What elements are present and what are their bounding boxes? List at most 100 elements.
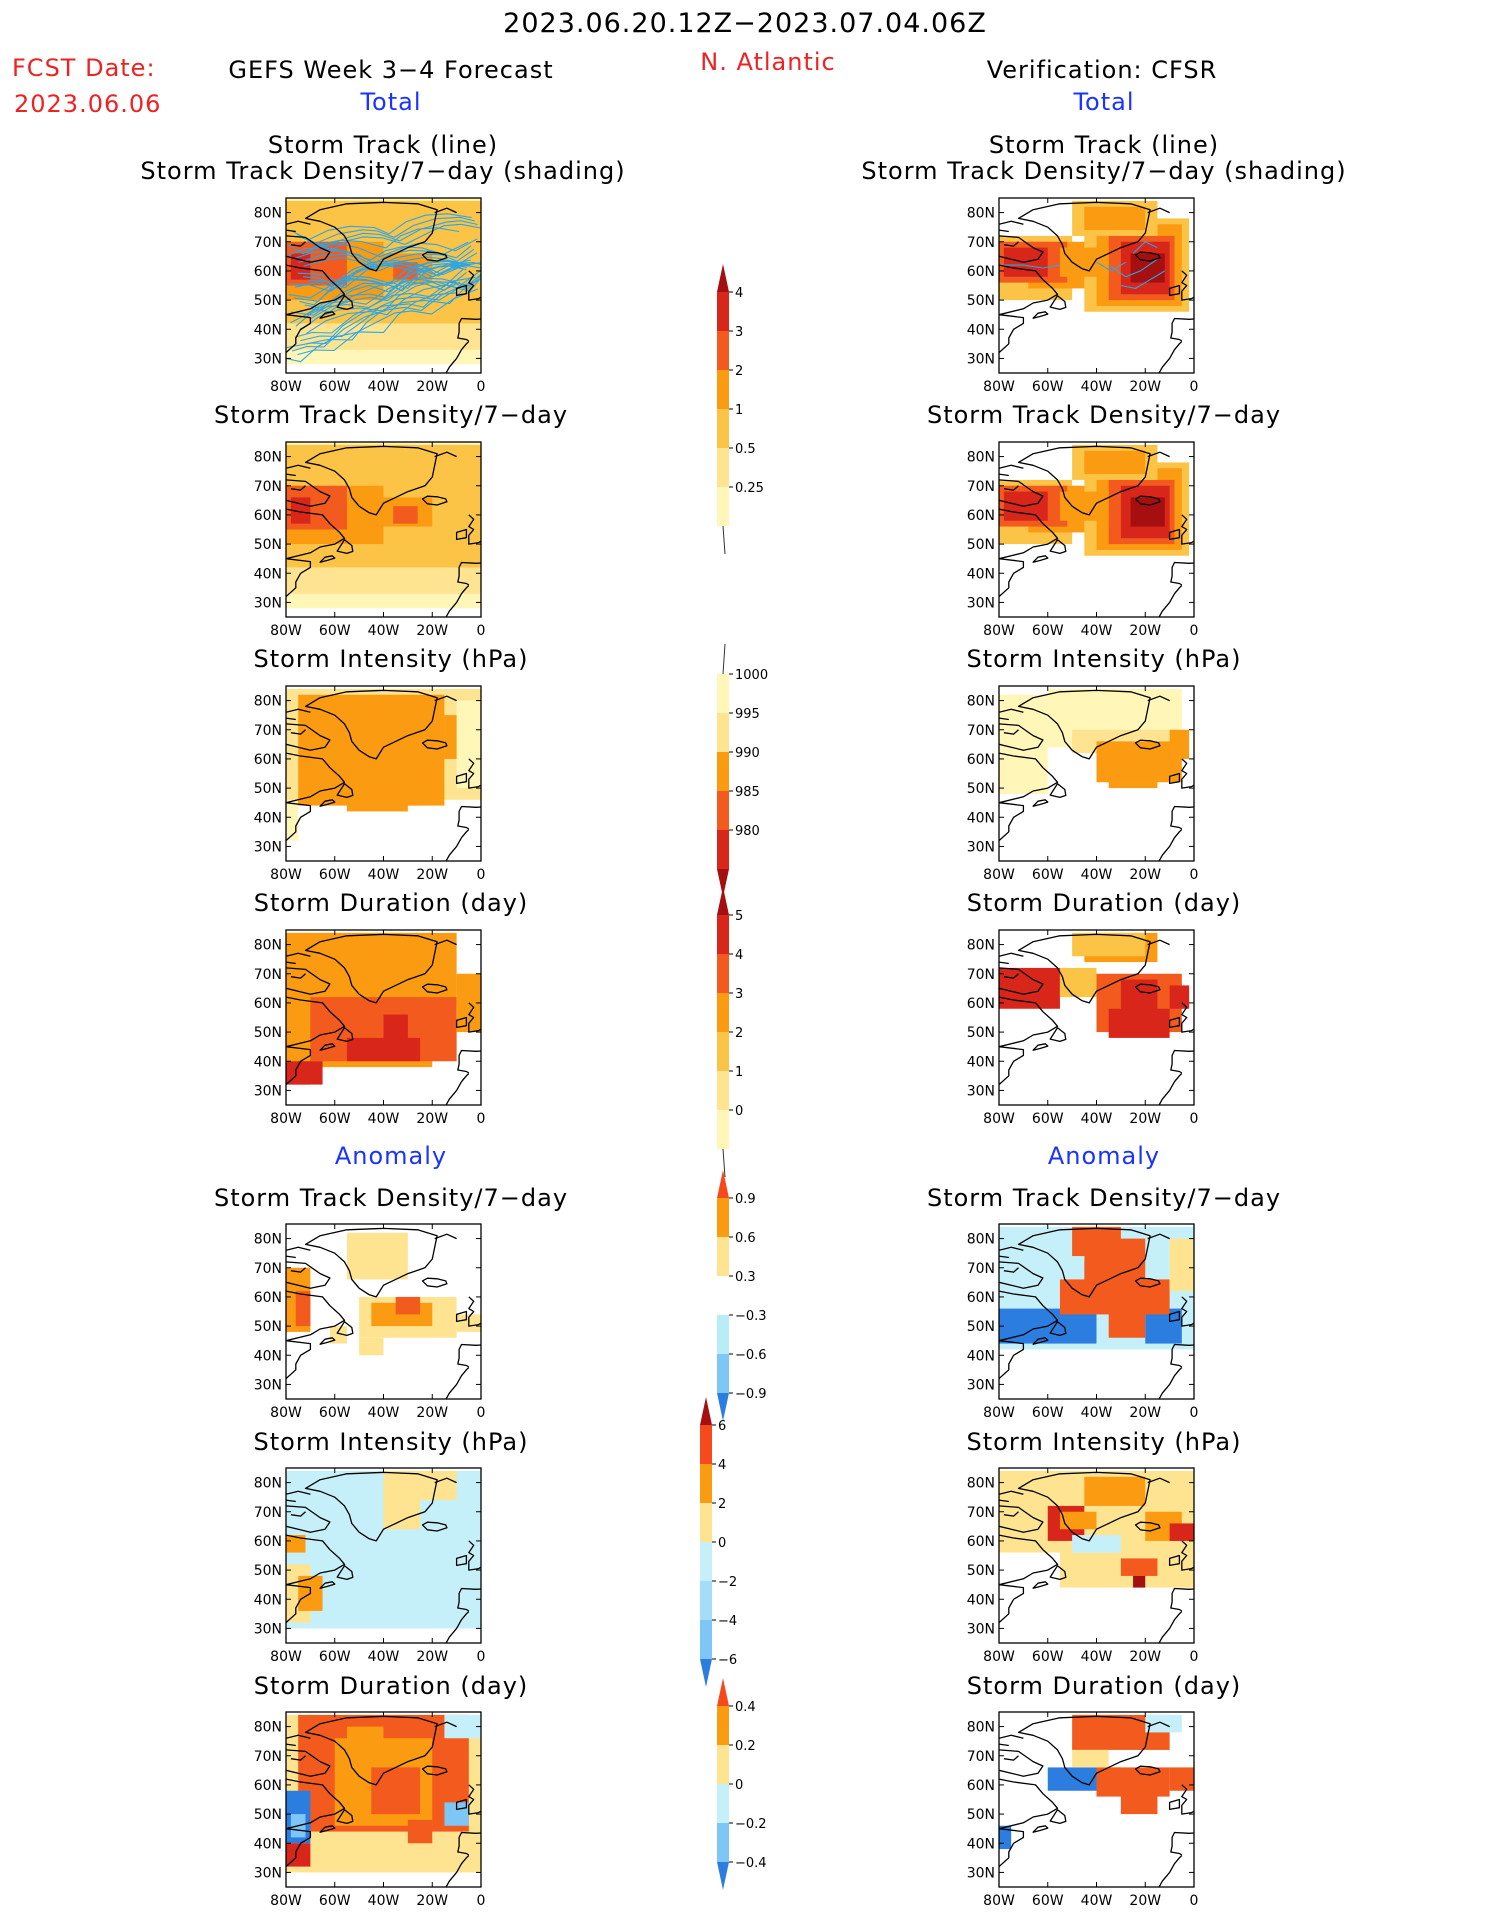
lat-tick-label: 70N	[254, 479, 282, 495]
lat-tick-label: 50N	[254, 537, 282, 553]
map-svg: 80N 70N 60N 50N 40N 30N 80W 60W 40W 20W 0	[967, 929, 1199, 1127]
map-svg: 80N 70N 60N 50N 40N 30N 80W 60W 40W 20W 0	[254, 441, 486, 639]
lon-tick-label: 40W	[1081, 379, 1113, 395]
lat-tick-label: 60N	[967, 1290, 995, 1306]
lon-tick-label: 80W	[983, 379, 1015, 395]
lon-tick-label: 0	[1190, 1111, 1199, 1127]
lat-tick-label: 40N	[967, 1592, 995, 1608]
lon-tick-label: 40W	[1081, 1893, 1113, 1909]
lon-tick-label: 60W	[1032, 1649, 1064, 1665]
lat-tick-label: 40N	[254, 1348, 282, 1364]
shading-cell	[1145, 1308, 1182, 1344]
right-column-title: Verification: CFSR	[986, 56, 1218, 84]
lon-tick-label: 80W	[983, 1111, 1015, 1127]
lat-tick-label: 80N	[967, 694, 995, 710]
lat-tick-label: 50N	[967, 1025, 995, 1041]
shading-cell	[1169, 985, 1190, 1009]
lat-tick-label: 40N	[254, 1592, 282, 1608]
colorbar-tick-label: 0.6	[735, 1231, 756, 1246]
lat-tick-label: 60N	[254, 1534, 282, 1550]
lat-tick-label: 80N	[967, 450, 995, 466]
lon-tick-label: 40W	[368, 1649, 400, 1665]
lat-tick-label: 30N	[967, 595, 995, 611]
map-right-anom-duration: 80N 70N 60N 50N 40N 30N 80W 60W 40W 20W 0	[953, 1710, 1204, 1919]
lat-tick-label: 60N	[967, 752, 995, 768]
colorbar-tick-label: 1	[735, 1065, 743, 1080]
lat-tick-label: 40N	[254, 1836, 282, 1852]
lat-tick-label: 70N	[967, 479, 995, 495]
lon-tick-label: 0	[1190, 1405, 1199, 1421]
lat-tick-label: 80N	[967, 938, 995, 954]
colorbar-tick-label: 3	[735, 987, 743, 1002]
lat-tick-label: 80N	[254, 1232, 282, 1248]
map-svg: 80N 70N 60N 50N 40N 30N 80W 60W 40W 20W 0	[254, 197, 485, 395]
shading-cell	[1120, 1790, 1158, 1815]
shading-cell	[1072, 1749, 1109, 1768]
lat-tick-label: 50N	[254, 1807, 282, 1823]
lat-tick-label: 70N	[254, 235, 282, 251]
map-svg: 80N 70N 60N 50N 40N 30N 80W 60W 40W 20W 0	[254, 1467, 485, 1665]
lon-tick-label: 40W	[1081, 1111, 1113, 1127]
right-total-label: Total	[1073, 88, 1135, 116]
lat-tick-label: 30N	[254, 839, 282, 855]
lat-tick-label: 50N	[967, 1319, 995, 1335]
colorbar-tick-label: 2	[718, 1497, 726, 1512]
colorbar-tick-label: 0.2	[735, 1739, 756, 1754]
lon-tick-label: 80W	[983, 623, 1015, 639]
map-left-anom-duration: 80N 70N 60N 50N 40N 30N 80W 60W 40W 20W 0	[240, 1710, 491, 1919]
map-right-intensity: 80N 70N 60N 50N 40N 30N 80W 60W 40W 20W 0	[953, 684, 1204, 893]
colorbar-tick-label: 5	[735, 909, 743, 924]
lon-tick-label: 60W	[1032, 1111, 1064, 1127]
panel-title-right-anom-density: Storm Track Density/7−day	[926, 1184, 1282, 1212]
shading-cell	[1084, 450, 1146, 475]
colorbar-tick-label: 4	[718, 1458, 726, 1473]
lat-tick-label: 50N	[967, 537, 995, 553]
lon-tick-label: 60W	[319, 1649, 351, 1665]
shading-cell	[371, 1767, 421, 1815]
lon-tick-label: 20W	[416, 379, 448, 395]
lon-tick-label: 20W	[416, 1405, 448, 1421]
lon-tick-label: 0	[477, 867, 486, 883]
shading-cell	[1120, 1558, 1158, 1576]
lat-tick-label: 70N	[254, 723, 282, 739]
colorbar-tick-label: 0	[718, 1536, 726, 1551]
shading-cell	[383, 788, 421, 806]
map-right-anom-density: 80N 70N 60N 50N 40N 30N 80W 60W 40W 20W 0	[953, 1222, 1204, 1431]
lon-tick-label: 0	[477, 623, 486, 639]
colorbar-tick-label: −0.3	[735, 1309, 767, 1324]
lon-tick-label: 40W	[368, 1893, 400, 1909]
shading-cell	[359, 1337, 384, 1356]
lon-tick-label: 60W	[319, 623, 351, 639]
panel-title-line1: Storm Track (line)	[988, 131, 1220, 159]
lon-tick-label: 20W	[1129, 379, 1161, 395]
panel-title-right-anom-duration: Storm Duration (day)	[966, 1672, 1242, 1700]
colorbar-tick-label: 0.9	[735, 1192, 756, 1207]
shading-cell	[407, 1470, 457, 1501]
shading-cell	[1072, 932, 1146, 957]
lon-tick-label: 80W	[983, 1893, 1015, 1909]
lon-tick-label: 0	[1190, 1649, 1199, 1665]
colorbar-tick-label: 985	[735, 785, 760, 800]
lat-tick-label: 70N	[967, 1749, 995, 1765]
lat-tick-label: 30N	[254, 351, 282, 367]
colorbar-tick-label: 0	[735, 1778, 743, 1793]
colorbar-density-anomaly: 0.9 0.6 0.3 −0.3 −0.6 −0.9	[715, 1168, 795, 1429]
lon-tick-label: 80W	[983, 1405, 1015, 1421]
lat-tick-label: 80N	[254, 694, 282, 710]
colorbar-tick-label: −0.4	[735, 1856, 767, 1871]
lat-tick-label: 30N	[967, 1377, 995, 1393]
colorbar-tick-label: 1	[735, 403, 743, 418]
lon-tick-label: 0	[1190, 867, 1199, 883]
lat-tick-label: 40N	[967, 1836, 995, 1852]
lon-tick-label: 40W	[368, 379, 400, 395]
lon-tick-label: 0	[477, 1893, 486, 1909]
lat-tick-label: 30N	[254, 1083, 282, 1099]
shading-cell	[1072, 1226, 1121, 1257]
lon-tick-label: 60W	[319, 867, 351, 883]
colorbar-tick-label: 0.4	[735, 1700, 756, 1715]
date-range-title: 2023.06.20.12Z−2023.07.04.06Z	[503, 8, 987, 39]
lat-tick-label: 50N	[967, 1563, 995, 1579]
lon-tick-label: 40W	[368, 867, 400, 883]
lon-tick-label: 20W	[416, 1111, 448, 1127]
lat-tick-label: 40N	[254, 566, 282, 582]
